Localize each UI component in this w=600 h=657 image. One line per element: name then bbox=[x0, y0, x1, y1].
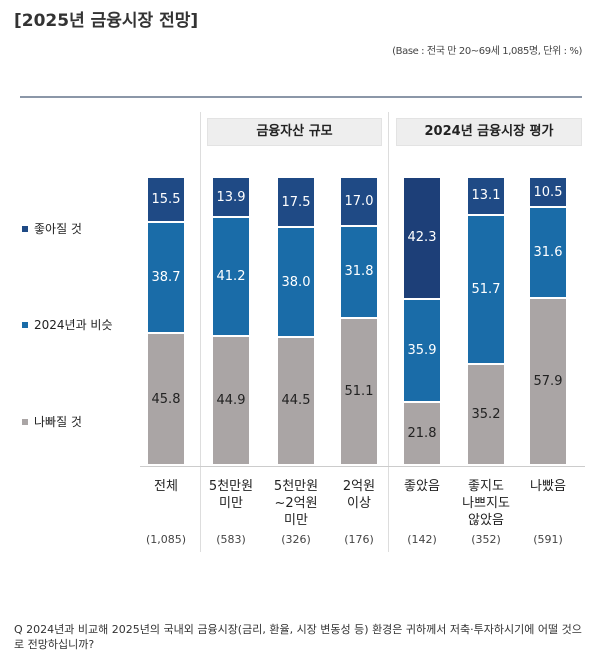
data-label: 51.1 bbox=[344, 383, 374, 399]
data-label: 57.9 bbox=[533, 374, 563, 390]
data-label: 42.3 bbox=[407, 230, 437, 246]
data-label: 13.1 bbox=[471, 188, 501, 204]
header-divider bbox=[20, 96, 582, 98]
bar-segment: 31.6 bbox=[530, 208, 566, 300]
data-label: 51.7 bbox=[471, 281, 501, 297]
legend-swatch bbox=[22, 225, 28, 232]
legend-label: 나빠질 것 bbox=[34, 415, 82, 429]
bar-segment: 44.9 bbox=[213, 336, 249, 466]
chart-title: [2025년 금융시장 전망] bbox=[14, 11, 199, 31]
sample-size-label: (352) bbox=[471, 533, 501, 546]
data-label: 17.0 bbox=[344, 194, 374, 209]
bar-segment: 45.8 bbox=[148, 334, 184, 466]
bar-segment: 57.9 bbox=[530, 299, 566, 466]
bar-segment: 38.0 bbox=[278, 228, 314, 338]
sample-size-label: (583) bbox=[216, 533, 246, 546]
sample-size-label: (326) bbox=[281, 533, 311, 546]
x-tick-label: 나빴음 bbox=[530, 479, 566, 494]
data-label: 35.9 bbox=[407, 343, 437, 358]
data-label: 17.5 bbox=[281, 194, 311, 210]
legend-label: 2024년과 비슷 bbox=[34, 318, 113, 332]
data-label: 10.5 bbox=[533, 184, 563, 200]
bar-segment: 21.8 bbox=[404, 403, 440, 466]
bar-segment: 41.2 bbox=[213, 218, 249, 337]
data-label: 44.9 bbox=[216, 392, 246, 408]
legend-item-worse: 나빠질 것 bbox=[22, 413, 82, 430]
bar-segment: 13.1 bbox=[468, 178, 504, 216]
bar-segment: 42.3 bbox=[404, 178, 440, 300]
bar-segment: 44.5 bbox=[278, 337, 314, 466]
legend-swatch bbox=[22, 418, 28, 425]
bar-segment: 35.9 bbox=[404, 299, 440, 404]
bar-segment: 35.2 bbox=[468, 364, 504, 466]
legend-label: 좋아질 것 bbox=[34, 222, 82, 236]
group-separator bbox=[200, 112, 201, 552]
x-tick-label: 2억원 이상 bbox=[342, 479, 376, 511]
legend-swatch bbox=[22, 321, 28, 328]
sample-size-label: (1,085) bbox=[145, 533, 187, 546]
survey-question: Q 2024년과 비교해 2025년의 국내외 금융시장(금리, 환율, 시장 … bbox=[14, 623, 582, 651]
group-separator bbox=[388, 112, 389, 552]
data-label: 31.6 bbox=[533, 245, 563, 261]
data-label: 35.2 bbox=[471, 406, 501, 422]
data-label: 13.9 bbox=[216, 189, 246, 205]
bar-segment: 17.0 bbox=[341, 178, 377, 227]
base-note: (Base : 전국 만 20~69세 1,085명, 단위 : %) bbox=[392, 46, 582, 57]
data-label: 15.5 bbox=[151, 191, 181, 207]
data-label: 44.5 bbox=[281, 393, 311, 409]
legend-item-better: 좋아질 것 bbox=[22, 220, 82, 237]
data-label: 31.8 bbox=[344, 264, 374, 280]
sample-size-label: (591) bbox=[533, 533, 563, 546]
x-tick-label: 좋지도 나쁘지도 않았음 bbox=[462, 479, 510, 528]
bar-segment: 51.1 bbox=[341, 318, 377, 466]
data-label: 38.0 bbox=[281, 274, 311, 290]
sample-size-label: (142) bbox=[407, 533, 437, 546]
data-label: 38.7 bbox=[151, 269, 181, 285]
bar-segment: 17.5 bbox=[278, 178, 314, 229]
x-tick-label: 5천만원 ~2억원 미만 bbox=[273, 479, 319, 528]
data-label: 21.8 bbox=[407, 426, 437, 442]
x-tick-label: 전체 bbox=[154, 479, 178, 494]
x-tick-label: 5천만원 미만 bbox=[208, 479, 254, 511]
group-header-market-evaluation: 2024년 금융시장 평가 bbox=[396, 118, 582, 146]
x-tick-label: 좋았음 bbox=[404, 479, 440, 494]
legend-item-similar: 2024년과 비슷 bbox=[22, 316, 113, 333]
x-axis-line bbox=[140, 466, 585, 467]
bar-segment: 10.5 bbox=[530, 178, 566, 209]
bar-segment: 13.9 bbox=[213, 178, 249, 219]
bar-segment: 31.8 bbox=[341, 227, 377, 319]
bar-segment: 38.7 bbox=[148, 222, 184, 335]
data-label: 41.2 bbox=[216, 268, 246, 284]
data-label: 45.8 bbox=[151, 391, 181, 407]
group-header-asset-size: 금융자산 규모 bbox=[207, 118, 382, 146]
sample-size-label: (176) bbox=[344, 533, 374, 546]
bar-segment: 15.5 bbox=[148, 178, 184, 223]
bar-segment: 51.7 bbox=[468, 215, 504, 365]
